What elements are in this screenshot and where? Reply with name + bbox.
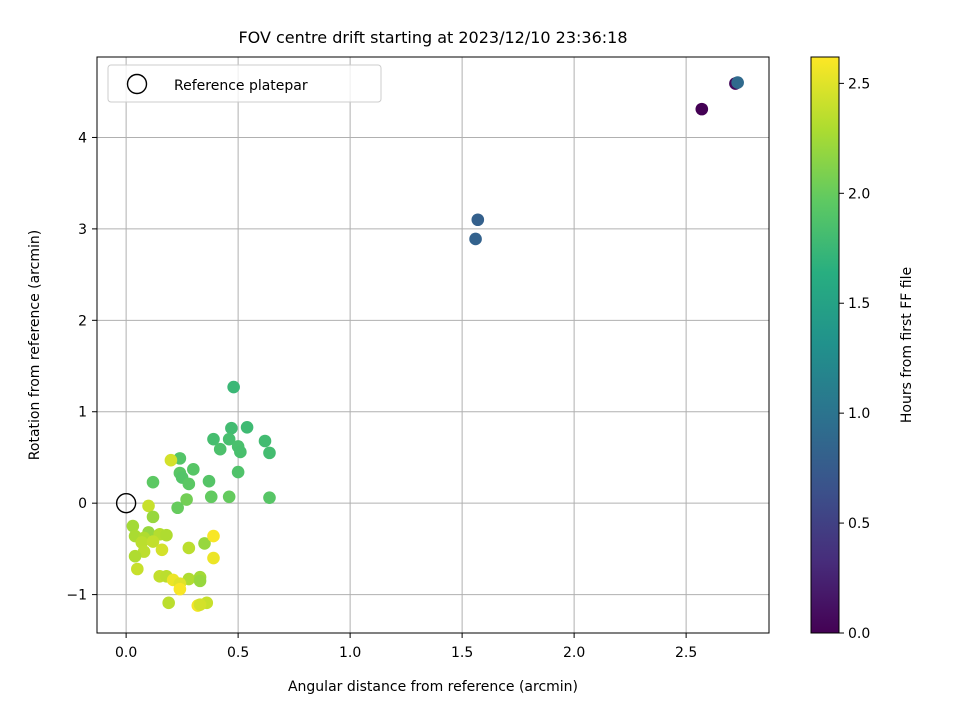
x-axis-ticks: 0.0 0.5 1.0 1.5 2.0 2.5 [115,633,697,661]
scatter-point [128,549,142,563]
scatter-point [213,442,227,456]
legend-box [107,64,382,103]
chart-title: FOV centre drift starting at 2023/12/10 … [238,28,627,47]
y-tick-label: 3 [78,222,87,238]
scatter-point [204,490,218,504]
scatter-point [225,421,238,435]
scatter-point [207,551,220,565]
scatter-point [198,537,211,550]
scatter-point [173,582,187,596]
scatter-point [142,499,155,513]
y-axis-ticks: −1 0 1 2 3 4 [66,130,97,604]
x-tick-label: 2.5 [675,645,697,661]
colorbar-ticks: 0.0 0.5 1.0 1.5 2.0 2.5 [839,76,870,642]
scatter-point [180,493,193,506]
colorbar-tick-label: 1.5 [848,296,870,312]
scatter-point [182,477,196,491]
scatter-point [160,528,173,542]
scatter-point [193,574,207,588]
y-axis-label: Rotation from reference (arcmin) [27,230,43,460]
scatter-point [469,232,482,246]
x-tick-label: 0.5 [227,645,249,661]
scatter-point [263,491,276,504]
scatter-point [187,463,200,476]
scatter-point [171,501,184,515]
scatter-point [131,562,144,576]
colorbar-tick-label: 2.0 [848,186,870,202]
scatter-point [695,102,709,116]
y-tick-label: 1 [78,405,87,421]
scatter-point [146,510,160,524]
scatter-points [126,76,744,612]
scatter-point [193,598,207,611]
legend-marker-icon [126,73,148,95]
colorbar-tick-label: 1.0 [848,406,870,422]
plot-area: 0.0 0.5 1.0 1.5 2.0 2.5 −1 0 1 2 3 4 [66,56,770,661]
scatter-point [263,446,276,460]
scatter-point [234,445,247,459]
colorbar-label: Hours from first FF file [899,267,915,423]
x-tick-label: 1.5 [451,645,473,661]
scatter-point [222,490,236,504]
y-tick-label: 0 [78,496,87,512]
legend: Reference platepar [107,64,382,103]
colorbar-tick-label: 0.5 [848,516,870,532]
colorbar: 0.0 0.5 1.0 1.5 2.0 2.5 Hours from first FF f… [810,56,915,642]
scatter-point [146,535,160,548]
scatter-point [258,434,272,448]
reference-platepar-marker [115,492,137,514]
scatter-point [164,453,178,467]
y-tick-label: 2 [78,313,87,329]
colorbar-tick-label: 0.0 [848,626,870,642]
scatter-point [162,596,175,610]
scatter-point [155,543,169,557]
y-tick-label: −1 [66,588,87,604]
y-tick-label: 4 [78,130,87,146]
scatter-point [240,420,254,434]
x-tick-label: 1.0 [339,645,361,661]
scatter-point [207,432,220,446]
scatter-point [731,76,744,89]
x-axis-label: Angular distance from reference (arcmin) [288,679,578,695]
legend-label: Reference platepar [174,78,308,94]
plot-frame [96,56,770,634]
scatter-point [471,213,485,227]
colorbar-tick-label: 2.5 [848,76,870,92]
scatter-point [227,380,240,394]
scatter-point [222,432,236,446]
scatter-point [202,474,216,488]
scatter-point [231,465,245,479]
scatter-point [126,519,140,533]
colorbar-gradient [810,56,840,634]
x-tick-label: 0.0 [115,645,137,661]
x-tick-label: 2.0 [563,645,585,661]
scatter-point [146,475,160,489]
scatter-point [207,529,220,543]
grid-lines [97,57,769,633]
scatter-point [182,541,196,555]
